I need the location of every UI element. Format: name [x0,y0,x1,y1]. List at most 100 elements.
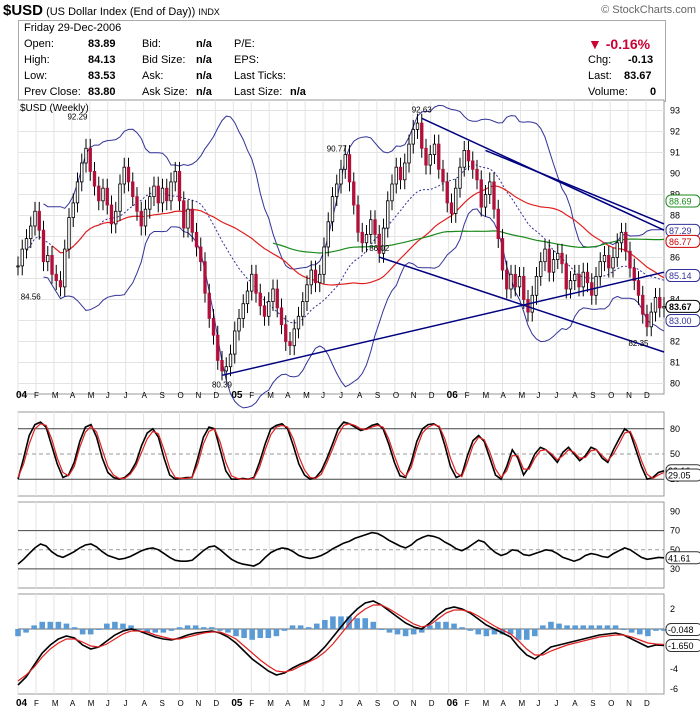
histogram-bar [112,621,118,629]
field-ask-label: Ask: [142,70,164,82]
price-annotation: 80.39 [212,380,233,389]
x-tick-label-bottom: O [178,699,184,708]
candle-body [211,317,216,336]
field-bidsize-value: n/a [196,54,212,66]
histogram-bar [233,629,239,637]
price-annotation: 82.35 [628,339,649,348]
field-chg-value: -0.13 [628,54,654,66]
histogram-bar [435,621,441,629]
indicator-1-right-label-box [665,468,700,482]
field-asksize-value: n/a [196,86,212,98]
indicator-2-right-label-box [665,551,700,565]
field-volume-value: 0 [650,86,657,98]
x-tick-label-bottom: A [142,699,148,708]
price-right-label: 86.77 [669,237,692,247]
candle-body [462,149,466,168]
x-tick-label-bottom: J [124,699,128,708]
histogram-bar [313,623,320,629]
change-pct: ▼ -0.16% [588,36,650,52]
field-prevclose-value: 83.80 [88,86,116,98]
candle-body [483,194,488,208]
candle-body [37,210,41,231]
bollinger-upper-line [43,104,665,270]
candle-body [224,366,228,372]
x-tick-label-bottom: D [644,699,650,708]
candle-body [386,200,390,229]
histogram-bar [451,623,457,629]
field-eps-label: EPS: [234,54,260,66]
candle-body [624,231,628,252]
histogram-bar [653,629,659,631]
histogram-bar [499,629,506,635]
histogram-bar [257,629,264,638]
price-annotation: 84.56 [21,293,42,302]
candle-body [335,183,339,197]
histogram-bar [612,625,619,629]
candle-body [220,359,224,372]
histogram-bar [289,625,296,629]
x-tick-label-top: J [339,391,343,400]
candle-body [607,254,611,269]
x-tick-label-top: O [608,391,614,400]
histogram-bar [192,625,199,629]
price-annotation: 92.63 [412,105,433,114]
price-y-tick-label: 80 [670,379,680,389]
histogram-bar [402,629,409,637]
indicator-2-y-tick-label: 90 [670,507,680,517]
candle-body [471,160,475,170]
candle-body [186,208,190,229]
histogram-bar [645,629,651,637]
indicator-3-y-tick-label: 2 [670,604,675,614]
candle-body [33,210,37,227]
histogram-bar [427,625,433,629]
x-tick-label-bottom: D [213,699,219,708]
candle-body [509,273,513,290]
candle-body [122,166,126,185]
x-tick-label-bottom: S [590,699,595,708]
field-lastsize-value: n/a [290,86,306,98]
price-y-tick-label: 86 [670,253,680,263]
candle-body [152,185,156,198]
histogram-bar [354,618,360,629]
histogram-bar [23,629,29,633]
candle-body [636,280,641,296]
moving-average-red-line [51,185,665,286]
candle-body [619,231,624,244]
histogram-bar [249,629,255,640]
candle-body [420,122,424,149]
candle-body [292,328,296,347]
x-tick-label-top: M [483,391,490,400]
histogram-bar [540,625,546,629]
candle-body [364,233,369,244]
candle-body [165,187,169,202]
candle-body [275,288,279,309]
candle-body [262,305,267,317]
candle-body [577,273,581,288]
x-tick-label-bottom: O [393,699,399,708]
x-tick-label-top: M [52,391,59,400]
bollinger-lower-line [43,208,665,409]
x-tick-label-top: A [572,391,578,400]
x-tick-label-top: J [321,391,325,400]
histogram-bar [346,616,352,629]
histogram-bar [588,625,595,629]
candle-body [105,187,109,206]
histogram-bar [322,620,328,629]
histogram-bar [297,625,304,629]
candle-body [581,271,585,288]
x-tick-label-bottom: A [572,699,578,708]
field-high-label: High: [24,54,50,66]
histogram-bar [580,625,587,629]
x-tick-label-bottom: N [626,699,632,708]
candle-body [267,301,271,317]
x-tick-label-top: J [124,391,128,400]
candle-body [114,210,118,225]
candle-body [658,296,662,309]
indicator-3-right-label-box [665,622,700,636]
candle-body [564,263,568,290]
histogram-bar [532,629,538,637]
price-annotation: 92.29 [67,112,88,121]
x-tick-label-top: N [626,391,632,400]
histogram-bar [443,621,449,629]
candle-body [131,181,135,197]
